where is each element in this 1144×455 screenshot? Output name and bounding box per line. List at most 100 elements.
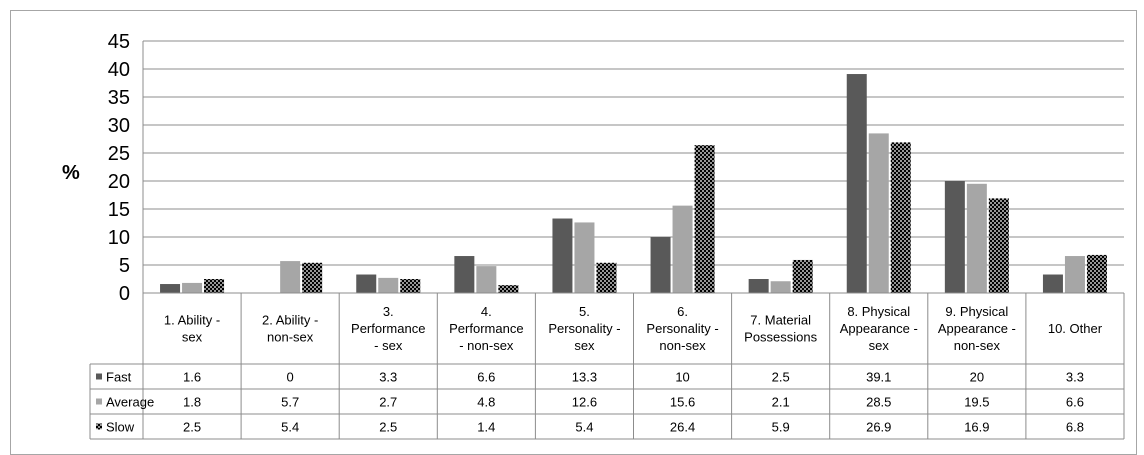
bar-fast bbox=[651, 237, 671, 293]
data-label: 5.4 bbox=[281, 420, 299, 435]
bar-average bbox=[378, 278, 398, 293]
category-label: Personality - bbox=[548, 321, 620, 336]
category-label: Appearance - bbox=[938, 321, 1016, 336]
legend-key-slow bbox=[96, 424, 102, 430]
bar-fast bbox=[356, 275, 376, 293]
data-label: 10 bbox=[675, 370, 689, 385]
bar-fast bbox=[1043, 275, 1063, 293]
data-table: 1. Ability - sex 2. Ability - non-sex 3. Perf… bbox=[90, 293, 1124, 439]
data-label: 26.9 bbox=[866, 420, 891, 435]
bar-average bbox=[182, 283, 202, 293]
y-tick-label: 10 bbox=[108, 227, 130, 249]
category-label: 10. Other bbox=[1048, 321, 1103, 336]
bar-slow bbox=[1087, 255, 1107, 293]
data-label: 5.7 bbox=[281, 395, 299, 410]
category-label: 4. bbox=[481, 304, 492, 319]
category-label: Possessions bbox=[744, 330, 817, 345]
y-axis: 0 5 10 15 20 25 30 35 40 45 bbox=[108, 31, 143, 305]
bar-fast bbox=[847, 74, 867, 293]
bar-slow bbox=[989, 198, 1009, 293]
y-tick-label: 40 bbox=[108, 59, 130, 81]
category-label: Appearance - bbox=[840, 321, 918, 336]
bar-fast bbox=[552, 219, 572, 293]
category-label: non-sex bbox=[659, 338, 706, 353]
data-label: 19.5 bbox=[964, 395, 989, 410]
bar-average bbox=[771, 281, 791, 293]
y-tick-label: 35 bbox=[108, 87, 130, 109]
category-label: 1. Ability - bbox=[164, 313, 220, 328]
y-tick-label: 20 bbox=[108, 171, 130, 193]
bar-slow bbox=[400, 279, 420, 293]
legend-label-slow: Slow bbox=[106, 420, 135, 435]
category-label: 6. bbox=[677, 304, 688, 319]
data-label: 2.5 bbox=[183, 420, 201, 435]
legend-key-fast bbox=[96, 374, 102, 380]
bar-average bbox=[574, 222, 594, 293]
data-label: 5.9 bbox=[772, 420, 790, 435]
data-label: 3.3 bbox=[379, 370, 397, 385]
data-label: 12.6 bbox=[572, 395, 597, 410]
category-label: sex bbox=[869, 338, 890, 353]
category-label: - sex bbox=[374, 338, 403, 353]
bar-average bbox=[280, 261, 300, 293]
data-label: 1.4 bbox=[477, 420, 495, 435]
y-tick-label: 0 bbox=[119, 283, 130, 305]
data-label: 5.4 bbox=[575, 420, 593, 435]
data-label: 16.9 bbox=[964, 420, 989, 435]
data-label: 6.8 bbox=[1066, 420, 1084, 435]
data-label: 2.7 bbox=[379, 395, 397, 410]
legend-label-fast: Fast bbox=[106, 370, 132, 385]
category-label: sex bbox=[182, 330, 203, 345]
bar-slow bbox=[891, 142, 911, 293]
bar-fast bbox=[749, 279, 769, 293]
bars bbox=[160, 74, 1107, 293]
bar-slow bbox=[204, 279, 224, 293]
legend-key-average bbox=[96, 399, 102, 405]
data-label: 6.6 bbox=[1066, 395, 1084, 410]
y-tick-label: 5 bbox=[119, 255, 130, 277]
y-tick-label: 25 bbox=[108, 143, 130, 165]
data-label: 2.5 bbox=[772, 370, 790, 385]
category-label: 3. bbox=[383, 304, 394, 319]
category-label: sex bbox=[574, 338, 595, 353]
data-label: 20 bbox=[970, 370, 984, 385]
category-label: Personality - bbox=[646, 321, 718, 336]
data-label: 39.1 bbox=[866, 370, 891, 385]
bar-average bbox=[967, 184, 987, 293]
legend-label-average: Average bbox=[106, 395, 154, 410]
category-label: Performance bbox=[351, 321, 425, 336]
category-label: 5. bbox=[579, 304, 590, 319]
data-label: 2.5 bbox=[379, 420, 397, 435]
y-axis-label: % bbox=[62, 162, 80, 184]
data-label: 26.4 bbox=[670, 420, 695, 435]
bar-slow bbox=[695, 145, 715, 293]
category-label: 7. Material bbox=[750, 313, 811, 328]
category-label: - non-sex bbox=[459, 338, 514, 353]
y-tick-label: 15 bbox=[108, 199, 130, 221]
data-label: 1.8 bbox=[183, 395, 201, 410]
bar-slow bbox=[596, 263, 616, 293]
y-tick-label: 45 bbox=[108, 31, 130, 53]
bar-slow bbox=[793, 260, 813, 293]
data-label: 15.6 bbox=[670, 395, 695, 410]
bar-fast bbox=[454, 256, 474, 293]
category-label: 8. Physical bbox=[847, 304, 910, 319]
category-label: 2. Ability - bbox=[262, 313, 318, 328]
bar-average bbox=[476, 266, 496, 293]
bar-average bbox=[673, 206, 693, 293]
data-label: 3.3 bbox=[1066, 370, 1084, 385]
bar-average bbox=[1065, 256, 1085, 293]
data-label: 28.5 bbox=[866, 395, 891, 410]
bar-slow bbox=[498, 285, 518, 293]
category-label: Performance bbox=[449, 321, 523, 336]
data-label: 13.3 bbox=[572, 370, 597, 385]
bar-average bbox=[869, 133, 889, 293]
y-tick-label: 30 bbox=[108, 115, 130, 137]
data-label: 0 bbox=[287, 370, 294, 385]
data-label: 2.1 bbox=[772, 395, 790, 410]
category-label: non-sex bbox=[267, 330, 314, 345]
bar-fast bbox=[945, 181, 965, 293]
bar-slow bbox=[302, 263, 322, 293]
category-label: 9. Physical bbox=[945, 304, 1008, 319]
